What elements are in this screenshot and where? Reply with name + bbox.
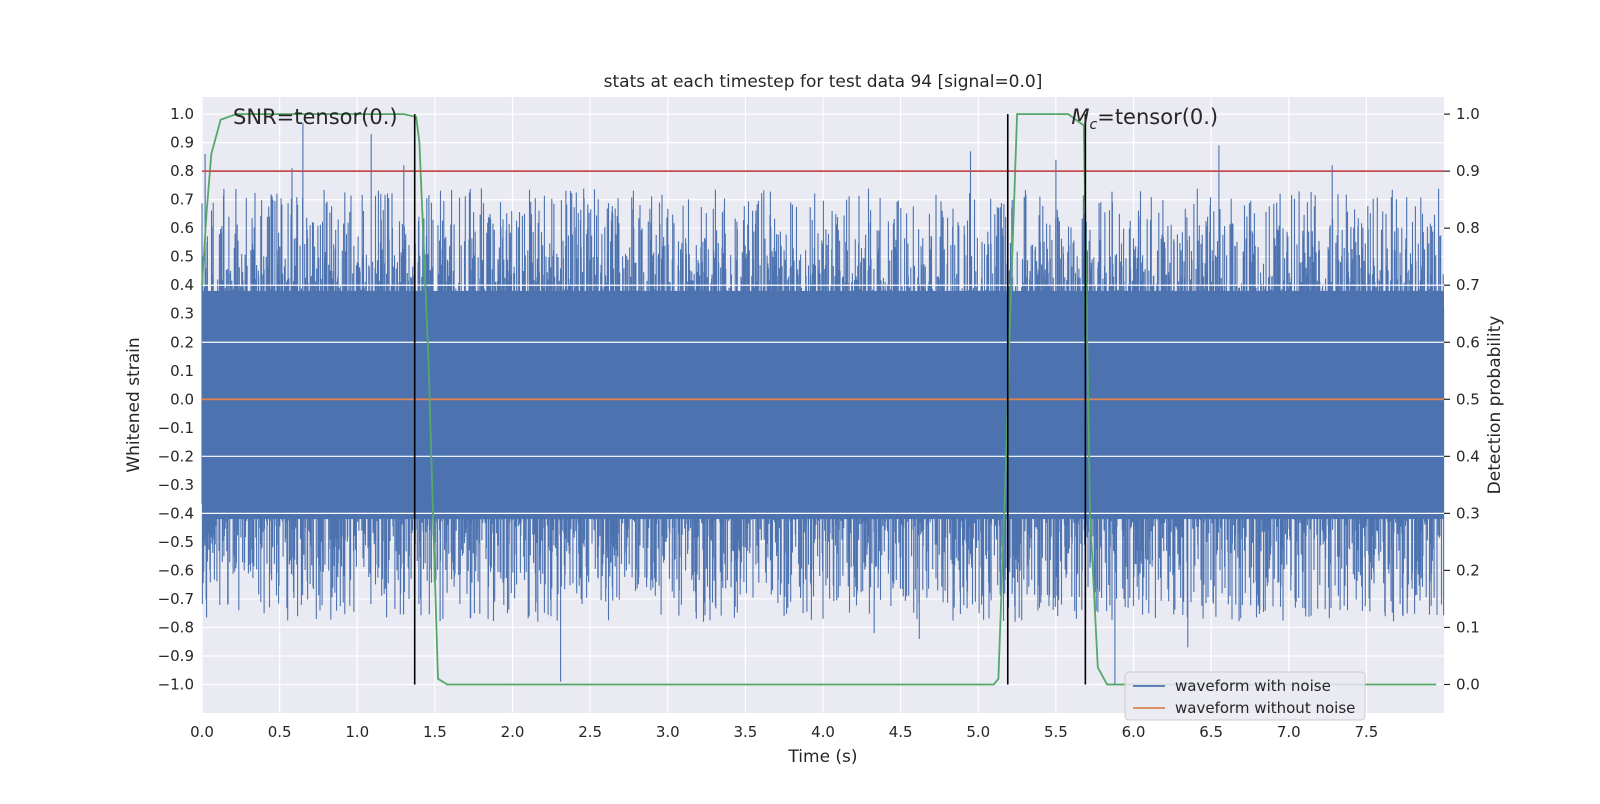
y-tick-label-right: 0.6 [1456,333,1480,351]
y-tick-label-left: 0.4 [170,276,194,294]
y-tick-label-left: −0.2 [158,447,194,465]
y-tick-label-right: 0.7 [1456,276,1480,294]
x-tick-label: 1.0 [345,723,369,741]
y-tick-label-right: 0.0 [1456,675,1480,693]
y-tick-label-left: −0.7 [158,590,194,608]
y-tick-label-left: 1.0 [170,105,194,123]
noise-spikes [201,122,1445,685]
y-axis-label-right: Detection probability [1485,316,1505,495]
y-tick-label-left: 0.8 [170,162,194,180]
series-lines [201,113,1444,686]
legend: waveform with noise waveform without noi… [1124,671,1366,721]
snr-annotation: SNR=tensor(0.) [233,105,398,129]
x-tick-label: 3.0 [656,723,680,741]
noisy-waveform [201,122,1445,685]
vertical-markers [413,114,1087,685]
y-tick-label-left: 0.7 [170,191,194,209]
y-tick-label-left: 0.5 [170,248,194,266]
legend-box [1124,671,1366,721]
y-tick-label-left: −0.1 [158,419,194,437]
x-tick-label: 2.5 [578,723,602,741]
y-tick-label-left: −0.4 [158,504,194,522]
y-tick-label-right: 0.3 [1456,504,1480,522]
x-tick-label: 0.0 [190,723,214,741]
legend-label-noise: waveform with noise [1175,677,1331,695]
chirp-mass-value: =tensor(0.) [1097,105,1218,129]
x-tick-label: 6.5 [1199,723,1223,741]
x-tick-label: 2.0 [501,723,525,741]
x-tick-label: 7.5 [1354,723,1378,741]
y-tick-label-left: 0.1 [170,362,194,380]
y-tick-label-left: −0.8 [158,618,194,636]
y-axis-label-left: Whitened strain [124,337,144,472]
x-tick-label: 0.5 [268,723,292,741]
y-tick-label-left: −0.6 [158,561,194,579]
series-detection-probability [201,113,1437,686]
legend-label-clean: waveform without noise [1175,699,1355,717]
x-axis-label: Time (s) [787,747,857,767]
y-tick-label-left: −1.0 [158,675,194,693]
axes: 0.0 0.5 1.0 1.5 2.0 2.5 3.0 3.5 4.0 4.5 5.0 5.5 6.0 6… [158,105,1480,741]
y-tick-label-right: 0.8 [1456,219,1480,237]
x-tick-label: 3.5 [733,723,757,741]
y-tick-label-right: 1.0 [1456,105,1480,123]
y-tick-label-left: 0.2 [170,333,194,351]
y-tick-label-right: 0.9 [1456,162,1480,180]
y-tick-label-right: 0.4 [1456,447,1480,465]
y-tick-label-left: 0.0 [170,390,194,408]
y-tick-label-left: −0.3 [158,476,194,494]
y-tick-label-left: −0.9 [158,647,194,665]
chirp-mass-annotation: Mc=tensor(0.) [1071,105,1218,133]
y-tick-label-left: 0.6 [170,219,194,237]
y-tick-label-left: 0.3 [170,305,194,323]
x-tick-label: 5.5 [1044,723,1068,741]
x-tick-label: 1.5 [423,723,447,741]
y-tick-label-left: −0.5 [158,533,194,551]
x-tick-label: 7.0 [1277,723,1301,741]
x-tick-label: 6.0 [1122,723,1146,741]
chirp-mass-subscript: c [1090,117,1098,133]
chart-title: stats at each timestep for test data 94 … [604,72,1043,92]
y-tick-label-right: 0.5 [1456,390,1480,408]
y-tick-label-right: 0.1 [1456,618,1480,636]
x-tick-label: 4.5 [889,723,913,741]
y-tick-label-left: 0.9 [170,134,194,152]
y-tick-label-right: 0.2 [1456,561,1480,579]
x-tick-label: 4.0 [811,723,835,741]
chirp-mass-symbol: M [1071,105,1089,129]
x-tick-label: 5.0 [966,723,990,741]
